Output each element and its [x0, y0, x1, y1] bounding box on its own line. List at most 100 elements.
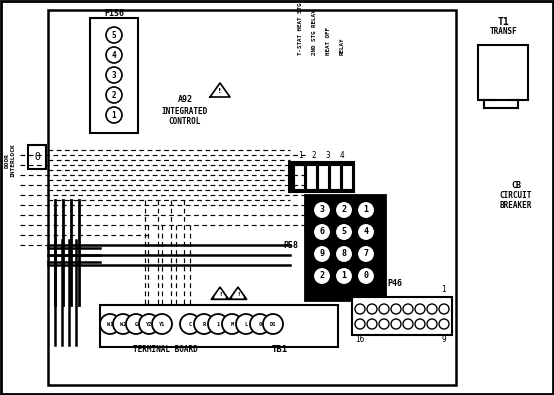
- Circle shape: [313, 267, 331, 285]
- Text: Y1: Y1: [159, 322, 165, 327]
- Circle shape: [106, 87, 122, 103]
- Text: 3: 3: [112, 70, 116, 79]
- Circle shape: [379, 304, 389, 314]
- Circle shape: [236, 314, 256, 334]
- Circle shape: [427, 304, 437, 314]
- Circle shape: [335, 245, 353, 263]
- Text: !: !: [218, 88, 222, 94]
- Bar: [289, 162, 354, 192]
- Polygon shape: [211, 287, 229, 299]
- Text: HEAT OFF: HEAT OFF: [326, 27, 331, 55]
- Circle shape: [415, 304, 425, 314]
- Circle shape: [403, 304, 413, 314]
- Circle shape: [208, 314, 228, 334]
- Bar: [342, 165, 352, 189]
- Circle shape: [113, 314, 133, 334]
- Circle shape: [427, 319, 437, 329]
- Bar: [48, 10, 456, 385]
- Text: 1: 1: [217, 322, 219, 327]
- Circle shape: [313, 245, 331, 263]
- Circle shape: [222, 314, 242, 334]
- Circle shape: [367, 304, 377, 314]
- Text: 2: 2: [341, 205, 346, 214]
- Circle shape: [335, 223, 353, 241]
- Text: CIRCUIT: CIRCUIT: [500, 192, 532, 201]
- Text: 1: 1: [363, 205, 368, 214]
- Text: TRANSF: TRANSF: [490, 28, 518, 36]
- Polygon shape: [233, 290, 243, 298]
- Text: BREAKER: BREAKER: [500, 201, 532, 211]
- Bar: [318, 165, 328, 189]
- Text: Y2: Y2: [146, 322, 152, 327]
- Text: DS: DS: [270, 322, 276, 327]
- Text: !: !: [237, 292, 239, 297]
- Circle shape: [403, 319, 413, 329]
- Text: 1: 1: [341, 271, 346, 280]
- Bar: [90, 18, 138, 133]
- Text: RELAY: RELAY: [340, 38, 345, 55]
- Text: G: G: [135, 322, 137, 327]
- Text: 1: 1: [297, 150, 302, 160]
- Circle shape: [439, 304, 449, 314]
- Circle shape: [100, 314, 120, 334]
- Circle shape: [180, 314, 200, 334]
- Bar: [352, 297, 452, 335]
- Circle shape: [391, 319, 401, 329]
- Circle shape: [367, 319, 377, 329]
- Text: T1: T1: [498, 17, 510, 27]
- Bar: [306, 165, 316, 189]
- Text: CONTROL: CONTROL: [169, 117, 201, 126]
- Text: 2: 2: [112, 90, 116, 100]
- Text: 4: 4: [340, 150, 345, 160]
- Text: 8: 8: [341, 250, 346, 258]
- Text: 4: 4: [112, 51, 116, 60]
- Text: R: R: [202, 322, 206, 327]
- Bar: [305, 195, 385, 300]
- Circle shape: [355, 319, 365, 329]
- Circle shape: [335, 201, 353, 219]
- Circle shape: [357, 201, 375, 219]
- Text: 3: 3: [320, 205, 325, 214]
- Text: 2: 2: [320, 271, 325, 280]
- Text: 4: 4: [363, 228, 368, 237]
- Text: C: C: [188, 322, 192, 327]
- Text: W1: W1: [107, 322, 113, 327]
- Text: TERMINAL BOARD: TERMINAL BOARD: [132, 346, 197, 354]
- Bar: [28, 145, 46, 169]
- Circle shape: [106, 67, 122, 83]
- Text: 5: 5: [341, 228, 346, 237]
- Circle shape: [152, 314, 172, 334]
- Polygon shape: [229, 287, 247, 299]
- Text: 7: 7: [363, 250, 368, 258]
- Circle shape: [379, 319, 389, 329]
- Text: 6: 6: [320, 228, 325, 237]
- Circle shape: [263, 314, 283, 334]
- Circle shape: [391, 304, 401, 314]
- Text: 2ND STG RELAY: 2ND STG RELAY: [311, 9, 316, 55]
- Circle shape: [357, 267, 375, 285]
- Circle shape: [139, 314, 159, 334]
- Text: 5: 5: [112, 30, 116, 40]
- Text: P156: P156: [104, 9, 124, 19]
- Circle shape: [335, 267, 353, 285]
- Text: 0: 0: [258, 322, 261, 327]
- Bar: [330, 165, 340, 189]
- Text: 9: 9: [320, 250, 325, 258]
- Bar: [294, 165, 304, 189]
- Text: P46: P46: [387, 278, 403, 288]
- Text: A92: A92: [177, 96, 192, 105]
- Polygon shape: [214, 290, 225, 298]
- Text: 16: 16: [355, 335, 365, 344]
- Circle shape: [355, 304, 365, 314]
- Circle shape: [313, 201, 331, 219]
- Circle shape: [439, 319, 449, 329]
- Bar: [478, 45, 528, 100]
- Text: O: O: [34, 152, 40, 162]
- Text: M: M: [230, 322, 234, 327]
- Circle shape: [126, 314, 146, 334]
- Circle shape: [415, 319, 425, 329]
- Circle shape: [250, 314, 270, 334]
- Text: L: L: [244, 322, 248, 327]
- Text: TB1: TB1: [272, 346, 288, 354]
- Text: DOOR
INTERLOCK: DOOR INTERLOCK: [4, 143, 16, 177]
